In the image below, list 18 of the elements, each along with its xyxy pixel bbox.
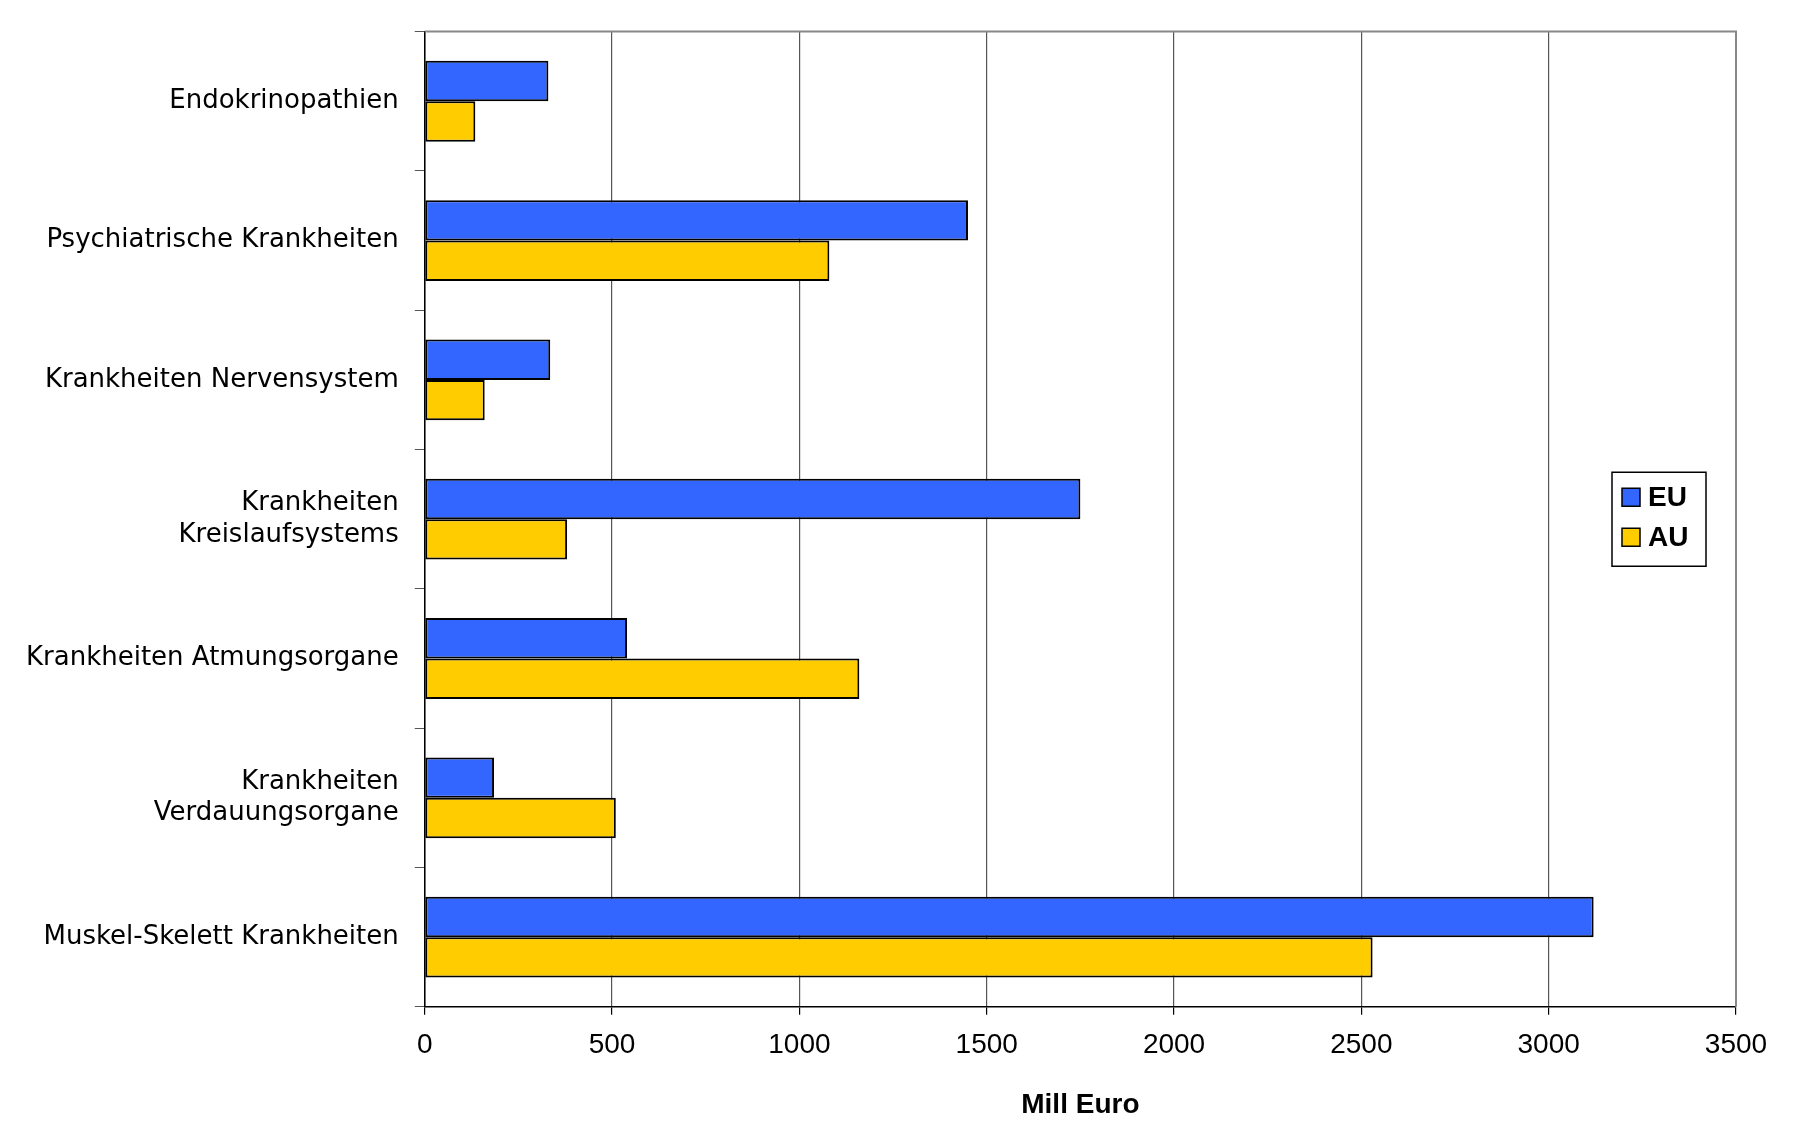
y-tick-label: Endokrinopathien <box>169 84 399 115</box>
x-tick-label: 1500 <box>955 1028 1018 1060</box>
legend-label: EU <box>1648 480 1687 512</box>
x-axis-title: Mill Euro <box>1021 1087 1140 1119</box>
x-tick-label: 2500 <box>1330 1028 1393 1060</box>
y-tick-label: Muskel-Skelett Krankheiten <box>43 919 399 950</box>
y-tick-label: Krankheiten Verdauungsorgane <box>153 764 399 827</box>
y-tick-label: Krankheiten Kreislaufsystems <box>178 486 399 548</box>
x-tick-label: 3000 <box>1517 1028 1580 1060</box>
x-tick-label: 3500 <box>1704 1028 1768 1060</box>
x-tick-label: 0 <box>416 1028 433 1060</box>
x-tick-label: 500 <box>588 1028 636 1060</box>
x-tick-label: 2000 <box>1142 1028 1206 1060</box>
y-tick-label: Krankheiten Atmungsorgane <box>26 641 399 672</box>
y-tick-label: Krankheiten Nervensystem <box>44 362 399 393</box>
x-tick-label: 1000 <box>768 1028 831 1060</box>
legend-label: AU <box>1648 520 1689 552</box>
y-tick-label: Psychiatrische Krankheiten <box>46 223 399 254</box>
